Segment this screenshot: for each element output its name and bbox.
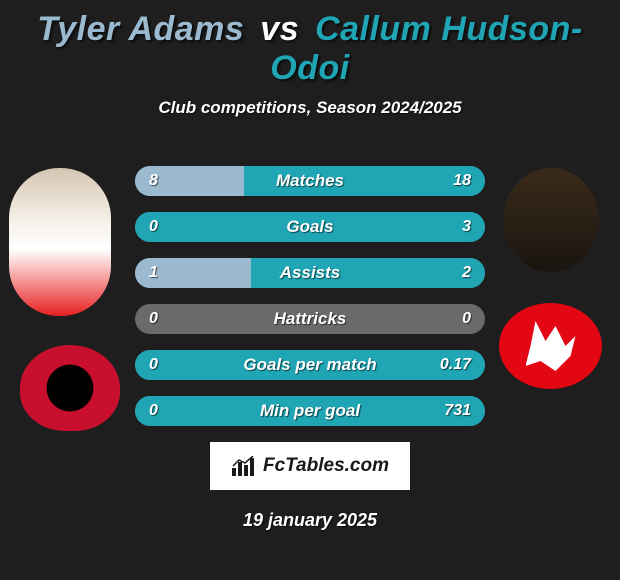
stat-value-player1: 8 [149,172,158,190]
stat-value-player2: 3 [462,218,471,236]
stat-row: 0 731 Min per goal [135,396,485,426]
stat-value-player2: 0.17 [440,356,471,374]
stat-value-player2: 0 [462,310,471,328]
player2-avatar [503,168,599,272]
stat-value-player1: 0 [149,356,158,374]
bar-chart-icon [231,456,257,476]
stat-row: 8 18 Matches [135,166,485,196]
stat-value-player1: 0 [149,310,158,328]
stat-value-player2: 731 [444,402,471,420]
stat-value-player1: 0 [149,402,158,420]
title-vs: vs [260,10,299,48]
stat-value-player1: 1 [149,264,158,282]
comparison-title: Tyler Adams vs Callum Hudson-Odoi [0,10,620,88]
player2-club-crest [499,303,602,389]
stats-list: 8 18 Matches 0 3 Goals 1 2 Assists 0 0 Hattricks 0 0.… [135,148,485,426]
stat-label: Goals per match [243,355,376,375]
stat-label: Matches [276,171,344,191]
stat-row: 1 2 Assists [135,258,485,288]
comparison-subtitle: Club competitions, Season 2024/2025 [0,98,620,118]
player1-club-crest [20,345,120,431]
stat-label: Goals [286,217,333,237]
stat-label: Assists [280,263,340,283]
player1-name: Tyler Adams [37,10,244,48]
comparison-body: 8 18 Matches 0 3 Goals 1 2 Assists 0 0 Hattricks 0 0.… [0,148,620,531]
stat-row: 0 0 Hattricks [135,304,485,334]
stat-value-player2: 2 [462,264,471,282]
stat-row: 0 0.17 Goals per match [135,350,485,380]
stat-value-player2: 18 [453,172,471,190]
comparison-card: Tyler Adams vs Callum Hudson-Odoi Club c… [0,0,620,580]
comparison-date: 19 january 2025 [0,510,620,531]
stat-label: Hattricks [274,309,347,329]
stat-value-player1: 0 [149,218,158,236]
stat-label: Min per goal [260,401,360,421]
brand-bar: FcTables.com [210,442,410,490]
brand-text: FcTables.com [263,455,389,477]
player1-avatar [9,168,111,316]
player2-name: Callum Hudson-Odoi [270,10,582,87]
stat-row: 0 3 Goals [135,212,485,242]
